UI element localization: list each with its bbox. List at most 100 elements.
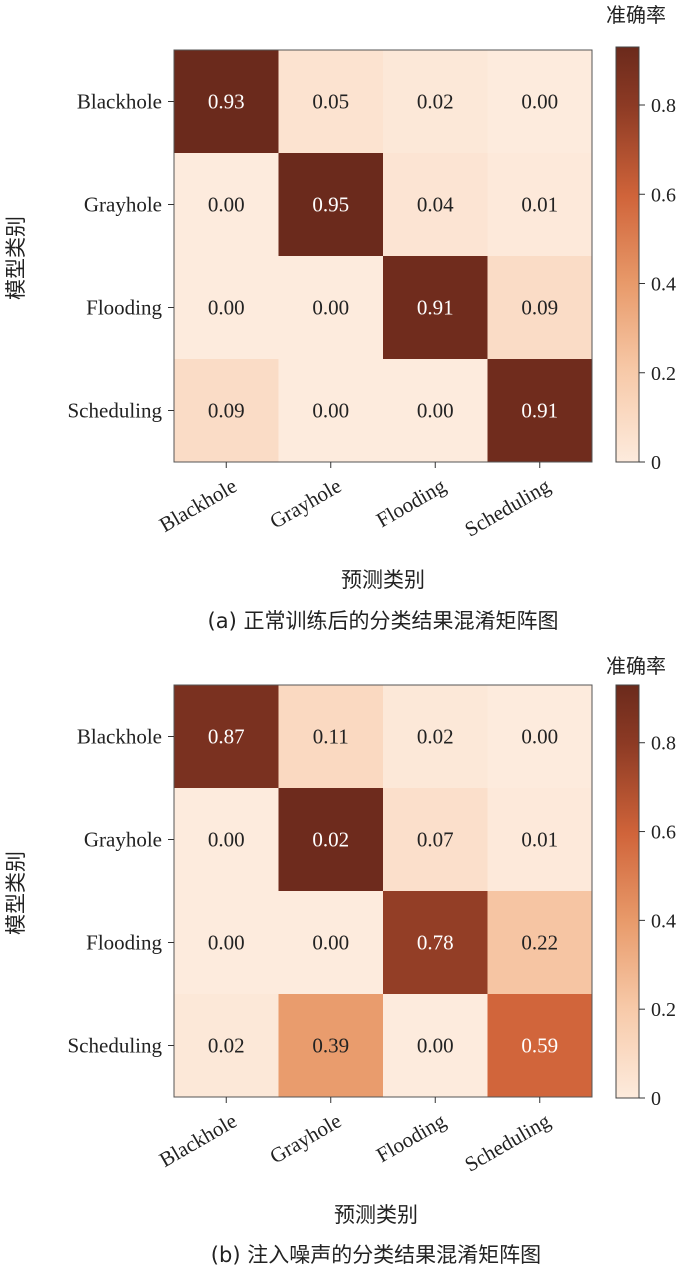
- x-tick-label: Scheduling: [460, 1108, 554, 1176]
- colorbar: [615, 46, 640, 463]
- heatmap-cell: [487, 994, 593, 1098]
- cell-value-label: 0.00: [208, 828, 245, 852]
- x-axis-label: 预测类别: [334, 1203, 418, 1227]
- x-tick-labels: Blackhole Grayhole Flooding Scheduling: [155, 462, 555, 542]
- heatmap-cell: [487, 788, 593, 892]
- cell-value-label: 0.02: [417, 725, 454, 749]
- heatmap-cell: [278, 153, 384, 257]
- cell-value-label: 0.00: [208, 931, 245, 955]
- heatmap-cell: [278, 50, 384, 154]
- panel-b: 0.87 0.11 0.02 0.00 0.00 0.02 0.07 0.01 0.00 0.00…: [4, 654, 676, 1267]
- y-tick-label: Flooding: [86, 296, 162, 320]
- heatmap-cell: [383, 994, 488, 1098]
- colorbar-tick-label: 0.4: [651, 274, 676, 296]
- heatmap-cell: [487, 153, 593, 257]
- colorbar-ticks: 0 0.2 0.4 0.6 0.8: [639, 95, 676, 474]
- heatmap-frame: [173, 684, 593, 1098]
- figure-caption: (b) 注入噪声的分类结果混淆矩阵图: [211, 1243, 541, 1267]
- cell-value-label: 0.00: [417, 399, 454, 423]
- heatmap-cell: [174, 994, 279, 1098]
- x-tick-label: Grayhole: [266, 1109, 346, 1169]
- heatmap-cell: [383, 50, 488, 154]
- cell-annotations: 0.87 0.11 0.02 0.00 0.00 0.02 0.07 0.01 0.00 0.00…: [208, 725, 558, 1058]
- heatmap-cell: [278, 256, 384, 360]
- heatmap-cell: [383, 359, 488, 463]
- colorbar-tick-label: 0.6: [651, 184, 676, 206]
- cell-value-label: 0.00: [312, 399, 349, 423]
- x-tick-label: Flooding: [372, 1108, 450, 1167]
- cell-value-label: 0.95: [312, 193, 349, 217]
- cell-value-label: 0.00: [312, 296, 349, 320]
- y-tick-labels: Blackhole Grayhole Flooding Scheduling: [68, 725, 174, 1058]
- cell-value-label: 0.07: [417, 828, 454, 852]
- x-tick-label: Flooding: [372, 473, 450, 532]
- y-tick-label: Scheduling: [68, 399, 163, 423]
- heatmap-cell: [487, 891, 593, 995]
- heatmap-cell: [278, 891, 384, 995]
- colorbar-title: 准确率: [606, 654, 666, 678]
- cell-value-label: 0.09: [521, 296, 558, 320]
- heatmap-cells: [174, 685, 593, 1098]
- x-tick-labels: Blackhole Grayhole Flooding Scheduling: [155, 1097, 555, 1177]
- heatmap-cell: [278, 685, 384, 789]
- heatmap-cell: [174, 50, 279, 154]
- heatmap-cell: [383, 685, 488, 789]
- colorbar-tick-label: 0: [651, 1088, 661, 1110]
- heatmap-cell: [174, 153, 279, 257]
- heatmap-cell: [278, 359, 384, 463]
- panel-a: 0.93 0.05 0.02 0.00 0.00 0.95 0.04 0.01 0.00 0.00…: [4, 3, 676, 633]
- y-tick-label: Grayhole: [84, 193, 162, 217]
- y-axis-label: 模型类别: [4, 216, 28, 300]
- cell-value-label: 0.00: [521, 725, 558, 749]
- heatmap-cell: [383, 788, 488, 892]
- heatmap-cells: [174, 50, 593, 463]
- y-tick-labels: Blackhole Grayhole Flooding Scheduling: [68, 90, 174, 423]
- heatmap-frame: [173, 49, 593, 463]
- figure-caption: (a) 正常训练后的分类结果混淆矩阵图: [208, 609, 559, 633]
- cell-value-label: 0.09: [208, 399, 245, 423]
- heatmap-cell: [487, 359, 593, 463]
- cell-value-label: 0.87: [208, 725, 245, 749]
- cell-value-label: 0.00: [521, 90, 558, 114]
- cell-annotations: 0.93 0.05 0.02 0.00 0.00 0.95 0.04 0.01 0.00 0.00…: [208, 90, 558, 423]
- cell-value-label: 0.00: [312, 931, 349, 955]
- colorbar-title: 准确率: [606, 3, 666, 27]
- colorbar-tick-label: 0.2: [651, 363, 676, 385]
- cell-value-label: 0.78: [417, 931, 454, 955]
- y-tick-label: Blackhole: [77, 90, 162, 114]
- cell-value-label: 0.59: [521, 1034, 558, 1058]
- heatmap-cell: [487, 256, 593, 360]
- colorbar-tick-label: 0.6: [651, 822, 676, 844]
- colorbar-tick-label: 0.2: [651, 999, 676, 1021]
- heatmap-cell: [487, 685, 593, 789]
- x-tick-label: Grayhole: [266, 474, 346, 534]
- colorbar-tick-label: 0: [651, 452, 661, 474]
- x-axis-label: 预测类别: [341, 568, 425, 592]
- heatmap-cell: [383, 153, 488, 257]
- cell-value-label: 0.04: [417, 193, 454, 217]
- y-axis-label: 模型类别: [4, 851, 28, 935]
- cell-value-label: 0.00: [208, 193, 245, 217]
- cell-value-label: 0.91: [521, 399, 558, 423]
- cell-value-label: 0.91: [417, 296, 454, 320]
- cell-value-label: 0.93: [208, 90, 245, 114]
- colorbar: [615, 684, 640, 1099]
- y-tick-label: Blackhole: [77, 725, 162, 749]
- cell-value-label: 0.02: [417, 90, 454, 114]
- colorbar-ticks: 0 0.2 0.4 0.6 0.8: [639, 733, 676, 1110]
- cell-value-label: 0.05: [312, 90, 349, 114]
- heatmap-cell: [174, 359, 279, 463]
- y-tick-label: Grayhole: [84, 828, 162, 852]
- cell-value-label: 0.11: [313, 725, 349, 749]
- x-tick-label: Scheduling: [460, 473, 554, 541]
- heatmap-cell: [487, 50, 593, 154]
- colorbar-tick-label: 0.8: [651, 733, 676, 755]
- heatmap-cell: [278, 788, 384, 892]
- heatmap-cell: [174, 685, 279, 789]
- cell-value-label: 0.02: [208, 1034, 245, 1058]
- y-tick-label: Flooding: [86, 931, 162, 955]
- x-tick-label: Blackhole: [155, 474, 241, 537]
- y-tick-label: Scheduling: [68, 1034, 163, 1058]
- heatmap-cell: [383, 256, 488, 360]
- heatmap-cell: [174, 891, 279, 995]
